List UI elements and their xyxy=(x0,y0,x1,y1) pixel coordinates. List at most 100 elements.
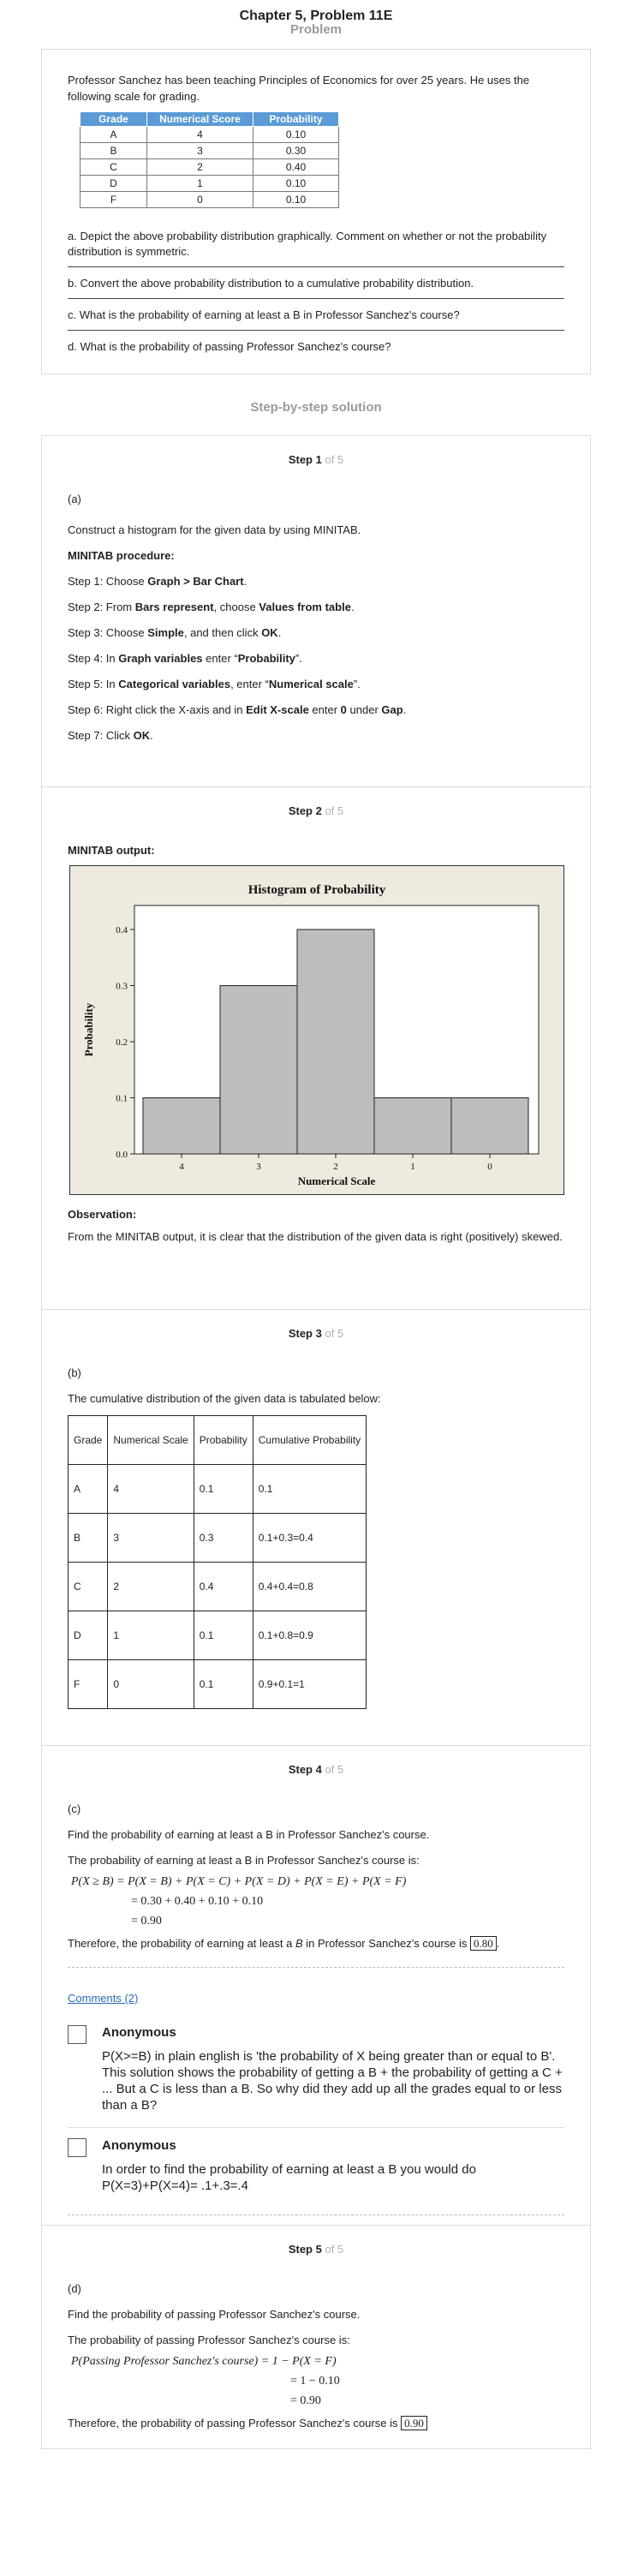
answer-box: 0.80 xyxy=(470,1936,497,1951)
comment-item: Anonymous P(X>=B) in plain english is 't… xyxy=(68,2015,564,2128)
conclusion: Therefore, the probability of passing Pr… xyxy=(68,2416,564,2431)
table-row: B 3 0.3 0.1+0.3=0.4 xyxy=(67,1513,367,1563)
step-1: Step 1 of 5 (a) Construct a histogram fo… xyxy=(42,436,590,787)
page-title: Chapter 5, Problem 11E xyxy=(239,9,393,23)
y-tick-label: 0.2 xyxy=(116,1037,128,1048)
table-cell: F xyxy=(67,1659,109,1709)
comments-link[interactable]: Comments (2) xyxy=(68,1992,139,2005)
question-b: b. Convert the above probability distrib… xyxy=(68,267,564,299)
table-header: Grade xyxy=(67,1415,109,1465)
answer-box: 0.90 xyxy=(401,2416,427,2430)
table-cell: 0.1 xyxy=(193,1659,253,1709)
question-a: a. Depict the above probability distribu… xyxy=(68,220,564,267)
table-cell: C xyxy=(80,158,147,176)
table-cell: 3 xyxy=(107,1513,194,1563)
step-heading: Step 5 of 5 xyxy=(288,2243,344,2256)
x-axis-label: Numerical Scale xyxy=(298,1174,376,1187)
table-cell: 0.1+0.8=0.9 xyxy=(252,1611,367,1660)
y-axis: 0.0 0.1 0.2 0.3 0.4 xyxy=(116,925,134,1160)
comment-text: In order to find the probability of earn… xyxy=(102,2162,476,2193)
bar-group xyxy=(142,929,529,1155)
y-tick-label: 0.0 xyxy=(116,1150,128,1160)
table-cell: 0.10 xyxy=(253,175,339,192)
comment-item: Anonymous In order to find the probabili… xyxy=(68,2128,564,2208)
step-heading: Step 2 of 5 xyxy=(288,804,344,817)
cumulative-table: Grade Numerical Scale Probability Cumula… xyxy=(67,1415,367,1709)
table-row: F 0 0.1 0.9+0.1=1 xyxy=(67,1659,367,1709)
output-title: MINITAB output: xyxy=(68,844,155,857)
table-cell: 0.10 xyxy=(253,191,339,208)
step-text: The probability of earning at least a B … xyxy=(68,1854,420,1867)
divider xyxy=(68,2214,564,2215)
equation: P(Passing Professor Sanchez's course) = … xyxy=(71,2352,564,2411)
equation-line: = 0.90 xyxy=(290,2394,321,2407)
y-tick-label: 0.4 xyxy=(116,925,128,935)
comment-checkbox[interactable] xyxy=(68,2138,86,2157)
table-cell: 0.30 xyxy=(253,142,339,159)
procedure-item: Step 2: From Bars represent, choose Valu… xyxy=(68,601,355,613)
table-cell: 0.1+0.3=0.4 xyxy=(252,1513,367,1563)
table-cell: B xyxy=(80,142,147,159)
procedure-item: Step 6: Right click the X-axis and in Ed… xyxy=(68,703,407,716)
table-cell: 0.1 xyxy=(193,1611,253,1660)
table-header: Cumulative Probability xyxy=(252,1415,367,1465)
solution-section-title: Step-by-step solution xyxy=(250,400,382,415)
part-label: (c) xyxy=(68,1802,81,1815)
table-row: A 4 0.1 0.1 xyxy=(67,1464,367,1514)
table-row: D 1 0.10 xyxy=(80,175,339,192)
histogram-chart: Histogram of Probability 0.0 0.1 0.2 0.3 0.4… xyxy=(69,865,564,1195)
y-tick-label: 0.3 xyxy=(116,982,128,992)
table-cell: 0.10 xyxy=(253,126,339,143)
equation-line: = 0.30 + 0.40 + 0.10 + 0.10 xyxy=(131,1895,264,1908)
histogram-bar xyxy=(219,985,298,1155)
histogram-svg: Histogram of Probability 0.0 0.1 0.2 0.3 0.4… xyxy=(82,883,540,1187)
equation-line: P(Passing Professor Sanchez's course) = … xyxy=(71,2355,337,2368)
grading-header: Grade xyxy=(80,111,147,127)
table-cell: D xyxy=(80,175,147,192)
x-tick-label: 0 xyxy=(487,1162,492,1172)
equation-line: = 1 − 0.10 xyxy=(290,2375,340,2388)
step-2: Step 2 of 5 MINITAB output: Histogram of… xyxy=(42,787,590,1310)
table-cell: D xyxy=(67,1611,109,1660)
table-header-row: Grade Numerical Scale Probability Cumula… xyxy=(67,1415,367,1465)
problem-intro: Professor Sanchez has been teaching Prin… xyxy=(68,74,530,103)
comment-text: P(X>=B) in plain english is 'the probabi… xyxy=(102,2049,563,2113)
table-cell: 4 xyxy=(107,1464,194,1514)
table-row: C 2 0.4 0.4+0.4=0.8 xyxy=(67,1562,367,1611)
part-label: (d) xyxy=(68,2282,81,2295)
table-cell: 0.4+0.4=0.8 xyxy=(252,1562,367,1611)
question-d: d. What is the probability of passing Pr… xyxy=(68,340,391,353)
table-cell: 0.1 xyxy=(252,1464,367,1514)
x-axis: 4 3 2 1 0 xyxy=(179,1154,492,1172)
procedure-item: Step 3: Choose Simple, and then click OK… xyxy=(68,626,282,639)
step-3: Step 3 of 5 (b) The cumulative distribut… xyxy=(42,1310,590,1746)
step-heading: Step 4 of 5 xyxy=(288,1763,344,1776)
table-cell: 0.9+0.1=1 xyxy=(252,1659,367,1709)
table-header: Probability xyxy=(193,1415,253,1465)
procedure-title: MINITAB procedure: xyxy=(68,549,175,562)
table-cell: A xyxy=(67,1464,109,1514)
table-row: B 3 0.30 xyxy=(80,142,339,159)
step-text: The cumulative distribution of the given… xyxy=(68,1392,381,1405)
table-cell: 2 xyxy=(107,1562,194,1611)
equation-line: = 0.90 xyxy=(131,1915,162,1928)
procedure-item: Step 1: Choose Graph > Bar Chart. xyxy=(68,575,247,588)
grading-header: Numerical Score xyxy=(146,111,253,127)
step-heading: Step 1 of 5 xyxy=(288,453,344,466)
step-5: Step 5 of 5 (d) Find the probability of … xyxy=(42,2226,590,2448)
table-cell: 1 xyxy=(107,1611,194,1660)
table-header: Numerical Scale xyxy=(107,1415,194,1465)
x-tick-label: 2 xyxy=(333,1162,338,1172)
comment-checkbox[interactable] xyxy=(68,2025,86,2044)
table-cell: A xyxy=(80,126,147,143)
table-cell: 0.3 xyxy=(193,1513,253,1563)
table-cell: 4 xyxy=(146,126,253,143)
step-text: Construct a histogram for the given data… xyxy=(68,523,361,536)
procedure-item: Step 4: In Graph variables enter “Probab… xyxy=(68,652,302,665)
x-tick-label: 3 xyxy=(256,1162,261,1172)
table-cell: 0.4 xyxy=(193,1562,253,1611)
table-cell: F xyxy=(80,191,147,208)
step-text: Find the probability of passing Professo… xyxy=(68,2308,361,2321)
table-row: C 2 0.40 xyxy=(80,158,339,176)
table-cell: 0 xyxy=(146,191,253,208)
